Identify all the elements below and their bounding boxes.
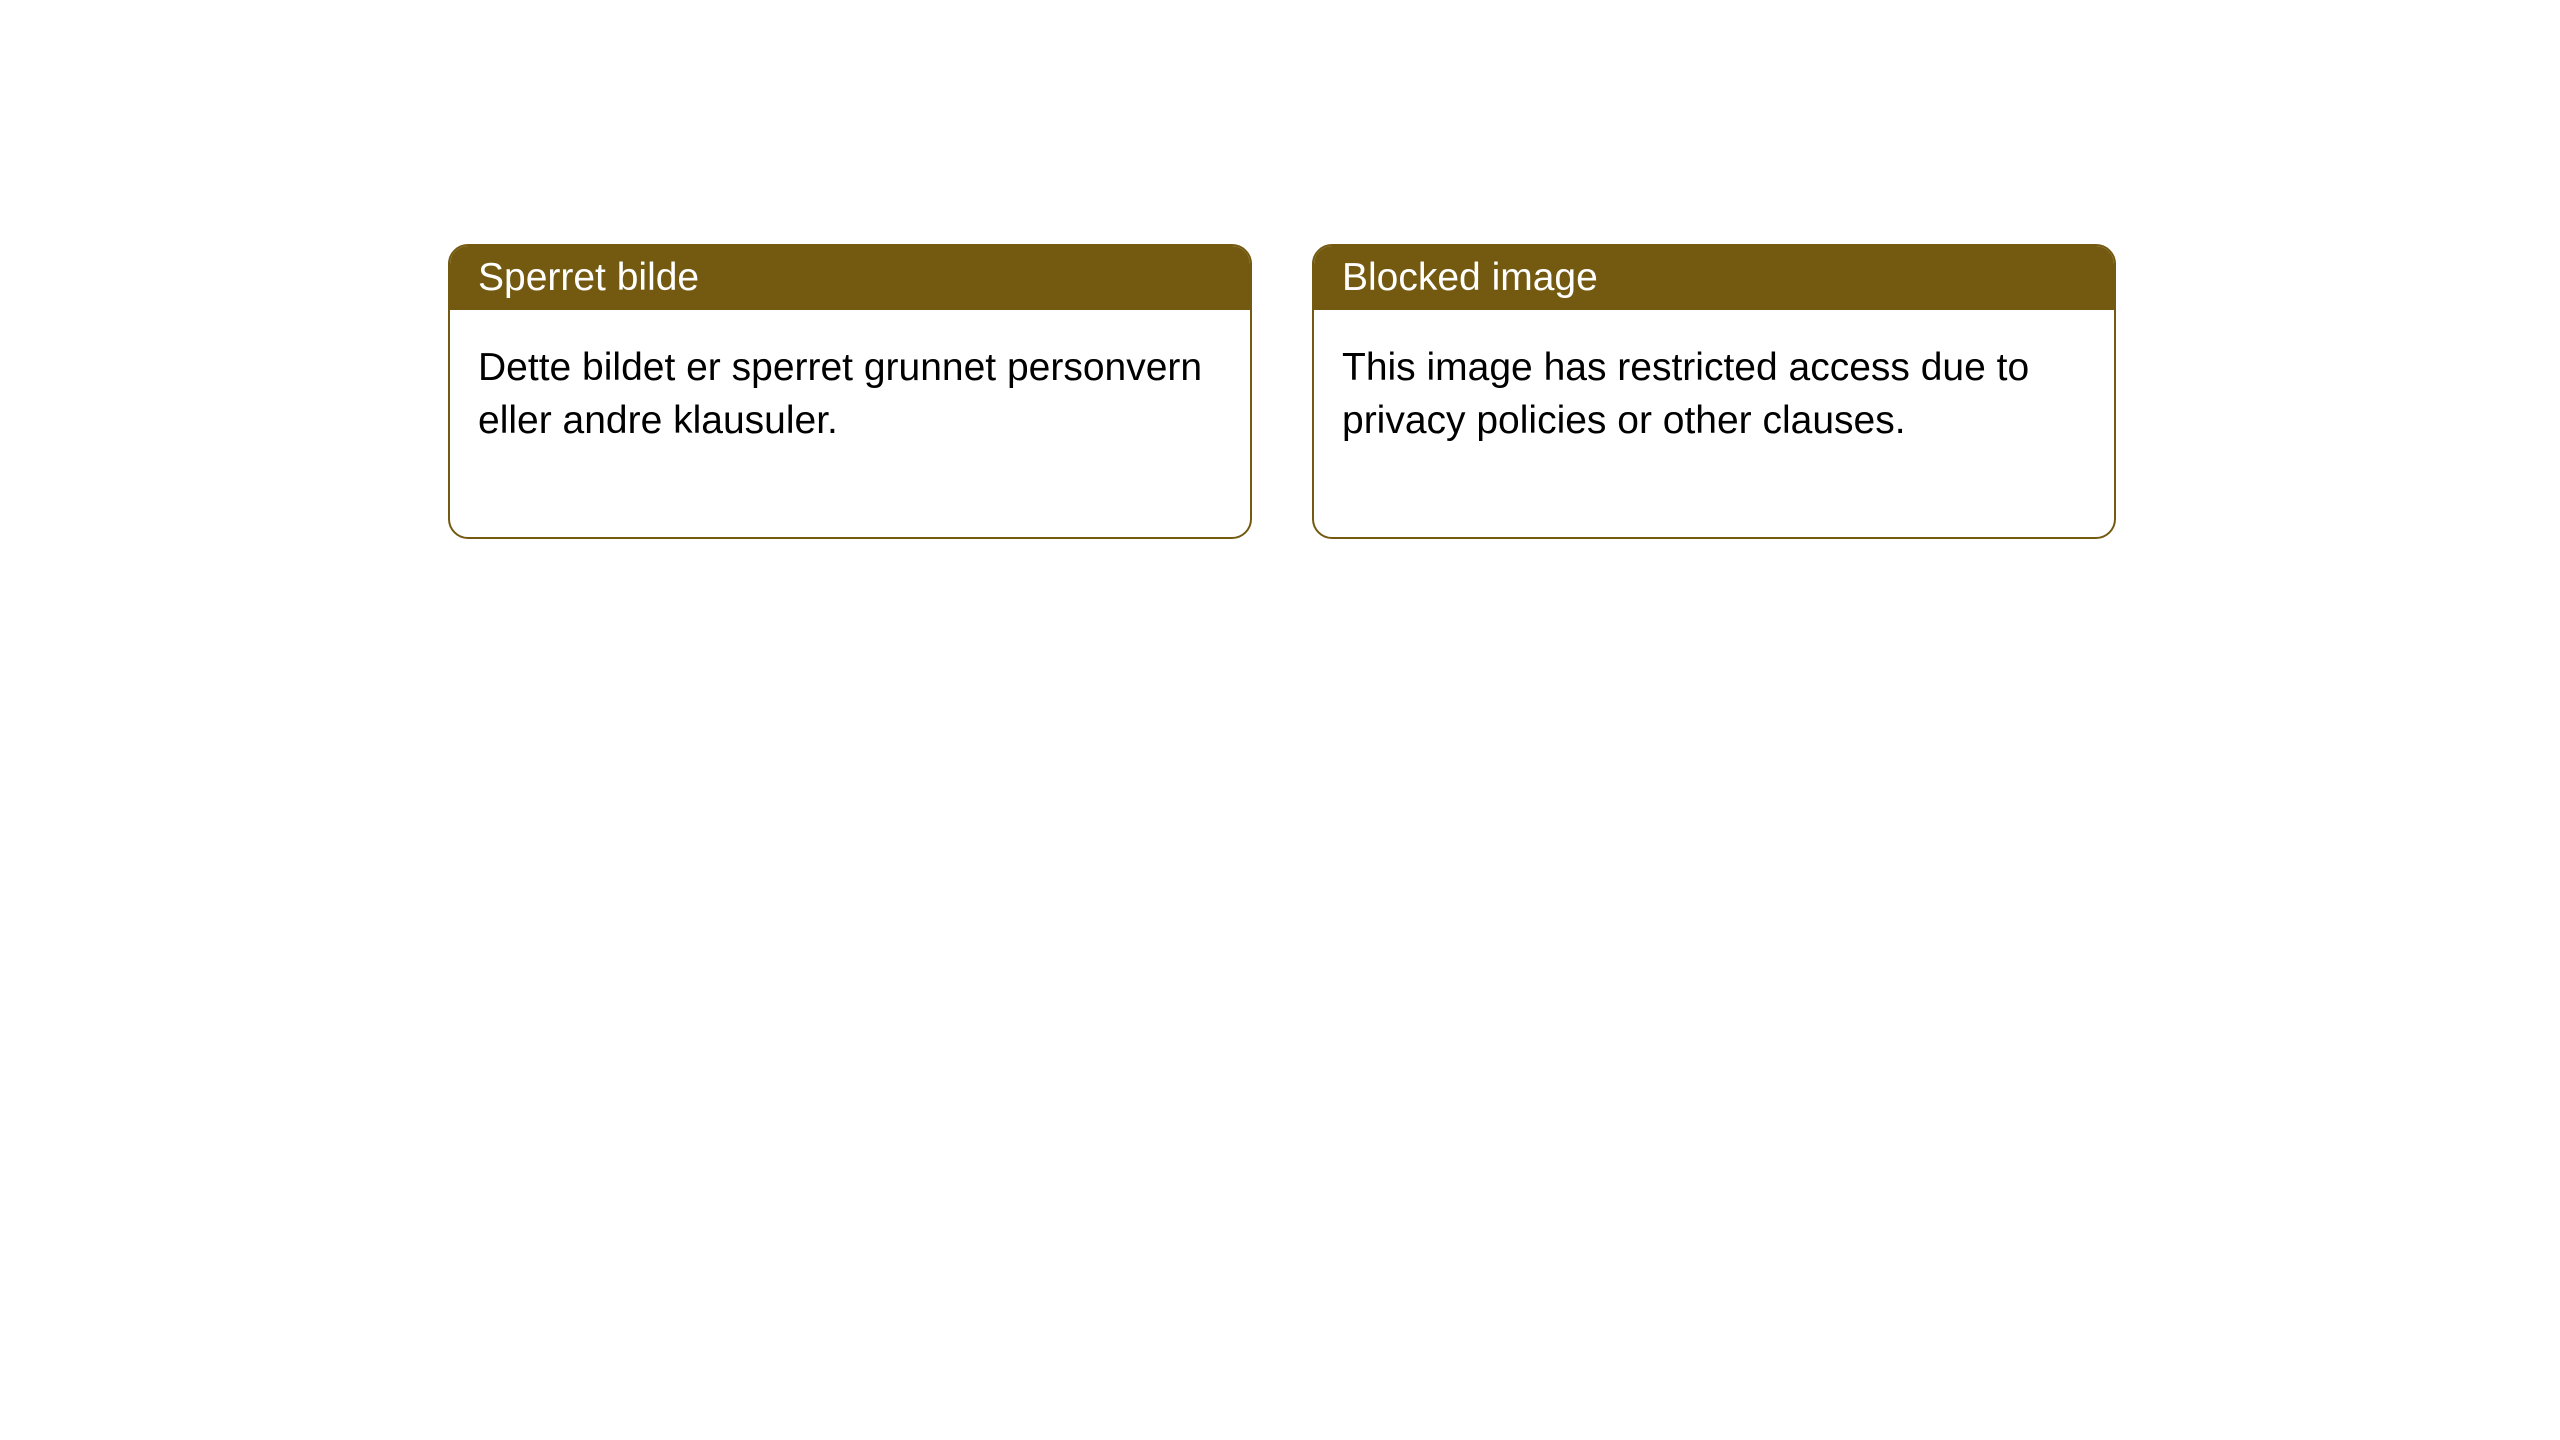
notice-container: Sperret bilde Dette bildet er sperret gr… bbox=[0, 0, 2560, 539]
notice-card-english: Blocked image This image has restricted … bbox=[1312, 244, 2116, 539]
notice-header: Sperret bilde bbox=[450, 246, 1250, 310]
notice-body: Dette bildet er sperret grunnet personve… bbox=[450, 310, 1250, 537]
notice-header: Blocked image bbox=[1314, 246, 2114, 310]
notice-card-norwegian: Sperret bilde Dette bildet er sperret gr… bbox=[448, 244, 1252, 539]
notice-body: This image has restricted access due to … bbox=[1314, 310, 2114, 537]
